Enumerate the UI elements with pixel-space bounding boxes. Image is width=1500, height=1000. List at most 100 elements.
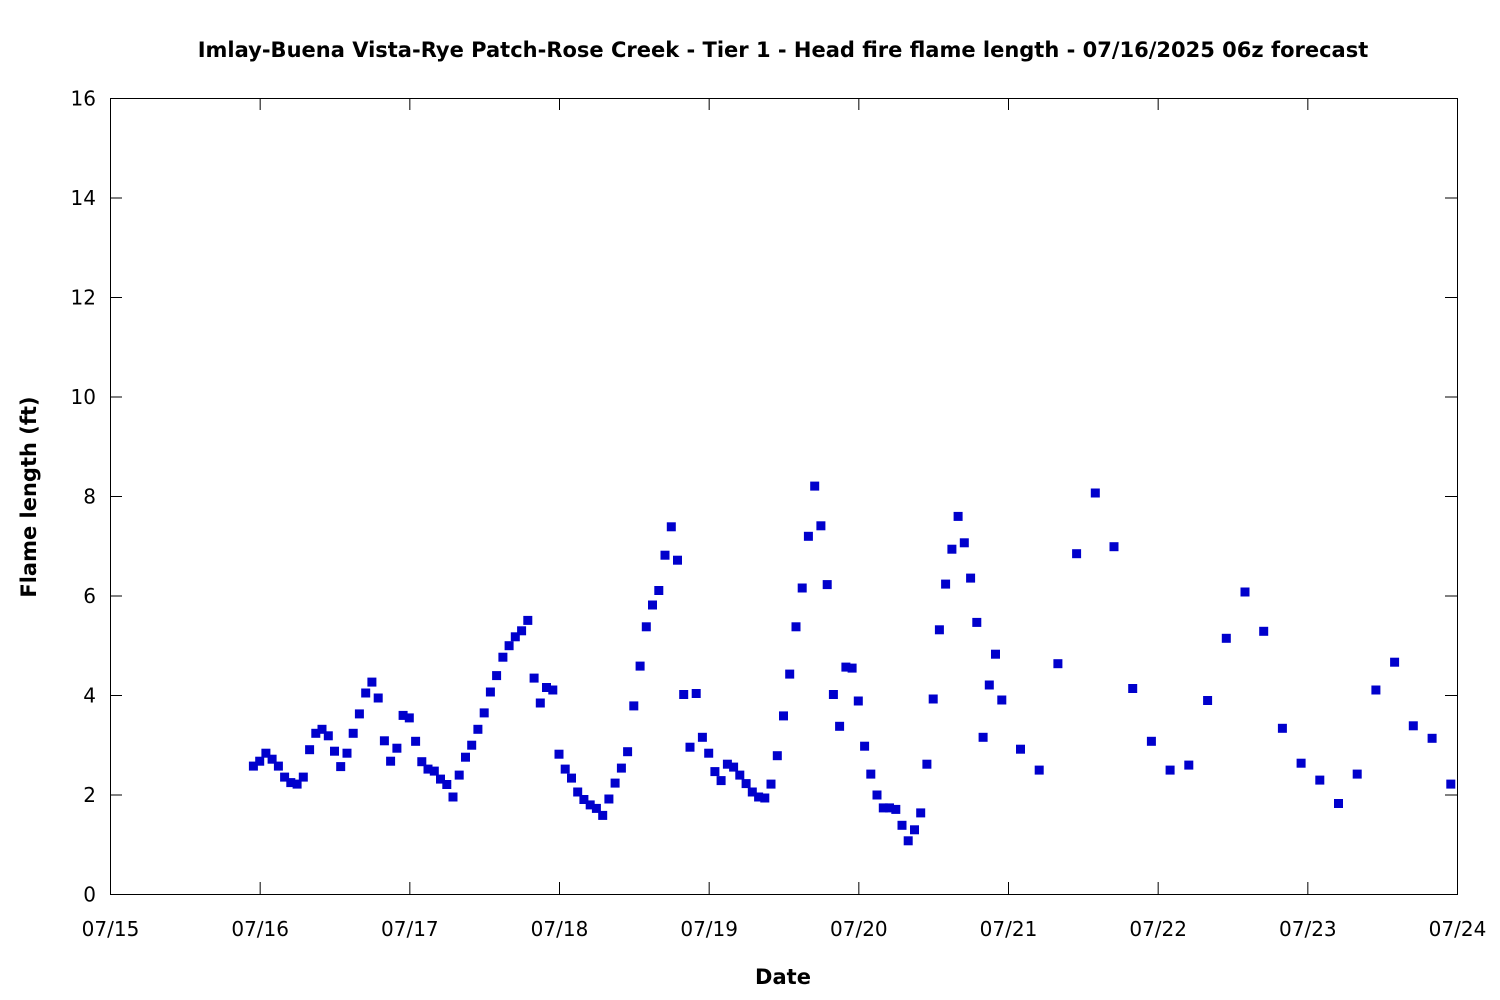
- data-point: [255, 756, 265, 766]
- data-point: [910, 825, 919, 835]
- data-point: [1240, 587, 1250, 597]
- data-point: [1446, 779, 1456, 789]
- data-point: [872, 790, 882, 800]
- data-point: [885, 803, 894, 813]
- data-point: [997, 695, 1007, 705]
- y-tick-label: 12: [71, 286, 96, 310]
- data-point: [716, 776, 726, 786]
- chart-title: Imlay-Buena Vista-Rye Patch-Rose Creek -…: [198, 38, 1369, 62]
- data-point: [330, 746, 339, 756]
- data-point: [766, 779, 776, 789]
- data-point: [1296, 758, 1306, 768]
- data-point: [448, 792, 458, 802]
- data-point: [941, 579, 951, 589]
- x-tick-label: 07/16: [231, 917, 289, 941]
- data-point: [878, 803, 888, 813]
- data-point: [598, 810, 608, 820]
- y-tick-label: 0: [83, 883, 96, 907]
- data-point: [342, 748, 352, 758]
- data-point: [1315, 775, 1325, 785]
- data-point: [417, 757, 427, 767]
- data-point: [803, 531, 813, 541]
- data-point: [797, 583, 807, 593]
- data-point: [673, 555, 682, 565]
- data-point: [685, 742, 695, 752]
- data-point: [978, 732, 988, 742]
- data-point: [641, 622, 651, 632]
- data-point: [261, 748, 271, 758]
- data-point: [429, 766, 439, 776]
- data-point: [398, 710, 408, 720]
- data-point: [498, 652, 508, 662]
- data-point: [760, 793, 770, 803]
- x-tick-label: 07/19: [680, 917, 738, 941]
- data-point: [735, 770, 745, 780]
- data-point: [953, 511, 963, 521]
- data-point: [485, 687, 495, 697]
- data-point: [454, 770, 464, 780]
- data-point: [292, 779, 302, 789]
- data-point: [791, 622, 801, 632]
- data-point: [1128, 684, 1138, 693]
- data-point: [336, 762, 346, 772]
- data-point: [504, 641, 514, 651]
- data-point: [903, 836, 913, 846]
- data-point: [567, 773, 576, 783]
- data-point: [841, 662, 851, 672]
- data-point: [348, 728, 358, 738]
- x-tick-label: 07/21: [980, 917, 1038, 941]
- y-tick-label: 6: [83, 584, 96, 608]
- y-tick-label: 10: [71, 385, 96, 409]
- data-point: [436, 774, 445, 784]
- data-point: [741, 779, 751, 789]
- data-point: [305, 745, 315, 755]
- data-point: [267, 754, 277, 764]
- data-point: [1109, 542, 1119, 552]
- data-point: [635, 661, 645, 671]
- data-point: [691, 689, 701, 698]
- x-tick-label: 07/18: [531, 917, 589, 941]
- data-point: [679, 690, 689, 699]
- data-point: [1334, 799, 1343, 808]
- data-point: [853, 696, 863, 706]
- data-point: [722, 759, 732, 769]
- data-point: [754, 792, 764, 802]
- y-tick-label: 14: [71, 186, 96, 210]
- x-tick-label: 07/22: [1129, 917, 1187, 941]
- data-point: [473, 724, 483, 734]
- y-axis: 0 2 4 6 8 10 12 14 16: [71, 87, 1457, 907]
- data-point: [1165, 765, 1175, 775]
- data-point: [535, 698, 545, 708]
- data-point: [510, 632, 520, 642]
- data-point: [1184, 760, 1194, 770]
- data-point: [1221, 633, 1231, 643]
- data-point: [492, 671, 502, 681]
- data-point: [666, 522, 676, 532]
- data-point: [479, 708, 489, 718]
- y-tick-label: 2: [83, 783, 96, 807]
- x-tick-label: 07/17: [381, 917, 439, 941]
- data-point: [467, 740, 477, 750]
- data-point: [548, 685, 558, 695]
- x-axis: 07/15 07/16 07/17 07/18 07/19 07/20 07/21 07/22…: [82, 98, 1487, 941]
- data-point: [922, 759, 932, 769]
- data-point: [298, 772, 308, 782]
- data-point: [404, 713, 414, 723]
- data-point: [542, 683, 551, 692]
- y-axis-label: Flame length (ft): [17, 396, 41, 597]
- data-point: [779, 711, 788, 721]
- data-point: [1203, 696, 1213, 705]
- data-point: [461, 752, 470, 762]
- data-point: [704, 748, 714, 758]
- y-tick-label: 4: [83, 684, 96, 708]
- data-point: [991, 649, 1000, 659]
- x-tick-label: 07/24: [1429, 917, 1487, 941]
- data-point: [1427, 733, 1437, 743]
- data-point: [517, 626, 527, 636]
- data-point: [286, 778, 296, 788]
- x-axis-label: Date: [755, 965, 811, 989]
- data-point: [311, 728, 321, 738]
- plot-frame: [110, 98, 1458, 895]
- data-point: [280, 772, 290, 782]
